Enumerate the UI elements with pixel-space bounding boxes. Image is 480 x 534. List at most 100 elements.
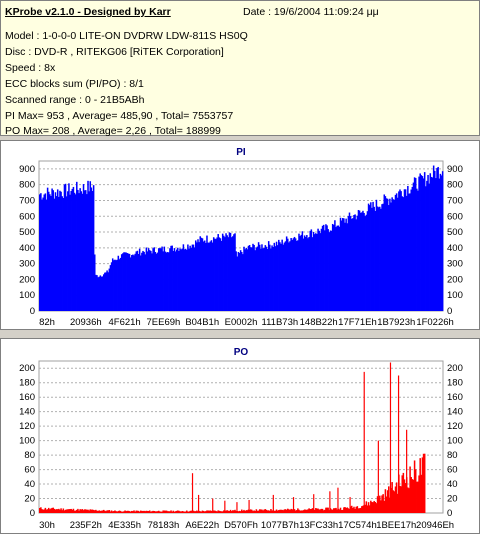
po-data-bar [208, 510, 210, 513]
x-tick-label: 148B22h [300, 317, 338, 328]
po-data-bar [78, 510, 80, 513]
po-data-bar [97, 510, 99, 513]
po-data-bar [101, 510, 104, 513]
pi-data-bar [63, 184, 66, 311]
pi-data-bar [232, 236, 234, 311]
pi-data-bar [182, 244, 185, 311]
po-data-bar [95, 509, 97, 513]
po-data-bar [165, 510, 168, 513]
pi-data-bar [71, 188, 74, 311]
y-tick-left-400: 400 [19, 243, 35, 254]
pi-data-bar [233, 234, 235, 311]
pi-data-bar [138, 248, 141, 311]
po-data-bar [324, 509, 326, 513]
pi-data-bar [99, 275, 102, 311]
y-tick-left-140: 140 [19, 407, 35, 418]
pi-data-bar [180, 249, 182, 311]
po-data-bar [288, 509, 290, 513]
pi-data-bar [390, 202, 392, 311]
y-tick-right-800: 800 [447, 180, 463, 191]
pi-data-bar [288, 242, 290, 311]
po-data-bar [232, 510, 234, 513]
pi-data-bar [178, 250, 180, 311]
range-line: Scanned range : 0 - 21B5ABh [5, 94, 145, 106]
pi-data-bar [300, 234, 302, 311]
pi-data-bar [423, 172, 426, 311]
pi-data-bar [219, 238, 222, 311]
po-data-bar [47, 507, 50, 513]
pi-data-bar [89, 181, 92, 311]
pi-data-bar [427, 175, 429, 311]
pi-data-bar [253, 244, 255, 311]
po-data-bar [242, 510, 244, 513]
pi-data-bar [382, 203, 384, 311]
pi-data-bar [59, 190, 61, 311]
y-tick-left-900: 900 [19, 164, 35, 175]
pi-data-bar [372, 201, 374, 311]
po-data-bar [400, 486, 402, 513]
po-data-bar [263, 509, 265, 513]
pi-data-bar [241, 252, 243, 311]
po-data-bar [380, 500, 382, 513]
pi-data-bar [282, 244, 285, 311]
po-data-bar [285, 509, 288, 513]
pi-data-bar [434, 170, 436, 311]
pi-data-bar [208, 242, 210, 311]
po-data-bar [345, 508, 347, 513]
x-tick-label: 78183h [148, 520, 180, 531]
po-data-bar [343, 507, 345, 513]
po-data-bar [83, 509, 86, 513]
pi-data-bar [197, 239, 199, 311]
pi-data-bar [244, 249, 246, 311]
pi-data-bar [184, 248, 187, 311]
pi-data-bar [39, 194, 41, 311]
po-data-bar [177, 510, 179, 513]
po-data-bar [174, 511, 177, 513]
pi-data-bar [133, 255, 135, 311]
pi-data-bar [113, 260, 115, 311]
po-data-bar [128, 511, 131, 513]
pi-data-bar [373, 206, 375, 311]
po-data-bar [161, 511, 163, 513]
po-data-bar [59, 509, 61, 513]
po-data-bar [293, 509, 296, 513]
pi-data-bar [436, 168, 438, 311]
pi-data-bar [418, 176, 420, 311]
pi-data-bar [257, 242, 260, 311]
po-data-bar [367, 502, 370, 513]
pi-data-bar [148, 250, 151, 311]
po-data-bar [350, 505, 353, 513]
pi-data-bar [437, 166, 439, 311]
po-data-bar [267, 510, 270, 513]
pi-data-bar [98, 276, 100, 311]
po-data-bar [334, 508, 336, 513]
y-tick-left-20: 20 [24, 494, 35, 505]
po-data-bar [207, 510, 209, 513]
pi-data-bar [438, 178, 441, 311]
pi-data-bar [128, 253, 131, 311]
y-tick-left-200: 200 [19, 363, 35, 374]
pi-data-bar [51, 188, 53, 311]
pi-data-bar [396, 197, 399, 311]
pi-data-bar [307, 238, 309, 311]
pi-data-bar [143, 251, 145, 311]
po-chart: PO 0 0 20 20 40 40 60 60 80 80 100 100 120 120 140 140 16… [19, 347, 463, 531]
po-data-bar [395, 482, 398, 513]
pi-data-bar [85, 190, 87, 311]
pi-data-bar [174, 251, 177, 311]
pi-data-bar [67, 191, 69, 311]
po-data-bar [246, 510, 249, 513]
po-data-bar [216, 511, 218, 513]
po-data-bar [354, 508, 356, 513]
pi-data-bar [135, 251, 138, 311]
pi-data-bar [343, 218, 345, 311]
pi-data-bar [357, 209, 360, 311]
y-tick-left-300: 300 [19, 259, 35, 270]
po-data-bar [138, 511, 141, 513]
pi-data-bar [87, 180, 89, 311]
pi-data-bar [405, 195, 408, 311]
chart-title: PI [236, 147, 246, 158]
po-data-bar [203, 511, 206, 513]
pi-data-bar [435, 178, 437, 311]
po-data-bar [362, 505, 364, 513]
